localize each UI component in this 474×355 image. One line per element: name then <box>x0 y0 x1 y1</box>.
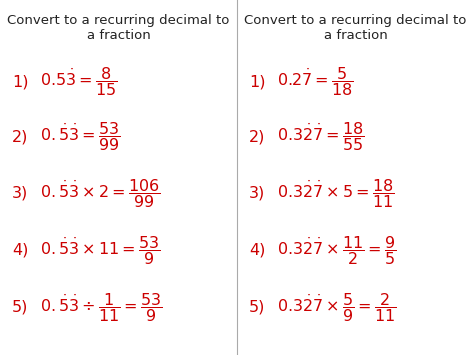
Text: 3): 3) <box>249 186 265 201</box>
Text: $0.\dot{5}\dot{3} = \dfrac{53}{99}$: $0.\dot{5}\dot{3} = \dfrac{53}{99}$ <box>40 120 121 153</box>
Text: $0.5\dot{3} = \dfrac{8}{15}$: $0.5\dot{3} = \dfrac{8}{15}$ <box>40 65 118 98</box>
Text: 2): 2) <box>12 129 28 144</box>
Text: $0.\dot{5}\dot{3} \div \dfrac{1}{11} = \dfrac{53}{9}$: $0.\dot{5}\dot{3} \div \dfrac{1}{11} = \… <box>40 291 163 323</box>
Text: $0.\dot{5}\dot{3} \times 11 = \dfrac{53}{9}$: $0.\dot{5}\dot{3} \times 11 = \dfrac{53}… <box>40 234 161 267</box>
Text: 4): 4) <box>249 243 265 258</box>
Text: 1): 1) <box>249 74 265 89</box>
Text: $0.3\dot{2}\dot{7} \times 5 = \dfrac{18}{11}$: $0.3\dot{2}\dot{7} \times 5 = \dfrac{18}… <box>277 177 395 210</box>
Text: $0.\dot{5}\dot{3} \times 2 = \dfrac{106}{99}$: $0.\dot{5}\dot{3} \times 2 = \dfrac{106}… <box>40 177 161 210</box>
Text: Convert to a recurring decimal to
a fraction: Convert to a recurring decimal to a frac… <box>7 14 230 42</box>
Text: 3): 3) <box>12 186 28 201</box>
Text: $0.2\dot{7} = \dfrac{5}{18}$: $0.2\dot{7} = \dfrac{5}{18}$ <box>277 65 354 98</box>
Text: $0.3\dot{2}\dot{7} = \dfrac{18}{55}$: $0.3\dot{2}\dot{7} = \dfrac{18}{55}$ <box>277 120 365 153</box>
Text: Convert to a recurring decimal to
a fraction: Convert to a recurring decimal to a frac… <box>244 14 467 42</box>
Text: 5): 5) <box>12 300 28 315</box>
Text: $0.3\dot{2}\dot{7} \times \dfrac{11}{2} = \dfrac{9}{5}$: $0.3\dot{2}\dot{7} \times \dfrac{11}{2} … <box>277 234 397 267</box>
Text: $0.3\dot{2}\dot{7} \times \dfrac{5}{9} = \dfrac{2}{11}$: $0.3\dot{2}\dot{7} \times \dfrac{5}{9} =… <box>277 291 397 323</box>
Text: 4): 4) <box>12 243 28 258</box>
Text: 2): 2) <box>249 129 265 144</box>
Text: 1): 1) <box>12 74 28 89</box>
Text: 5): 5) <box>249 300 265 315</box>
